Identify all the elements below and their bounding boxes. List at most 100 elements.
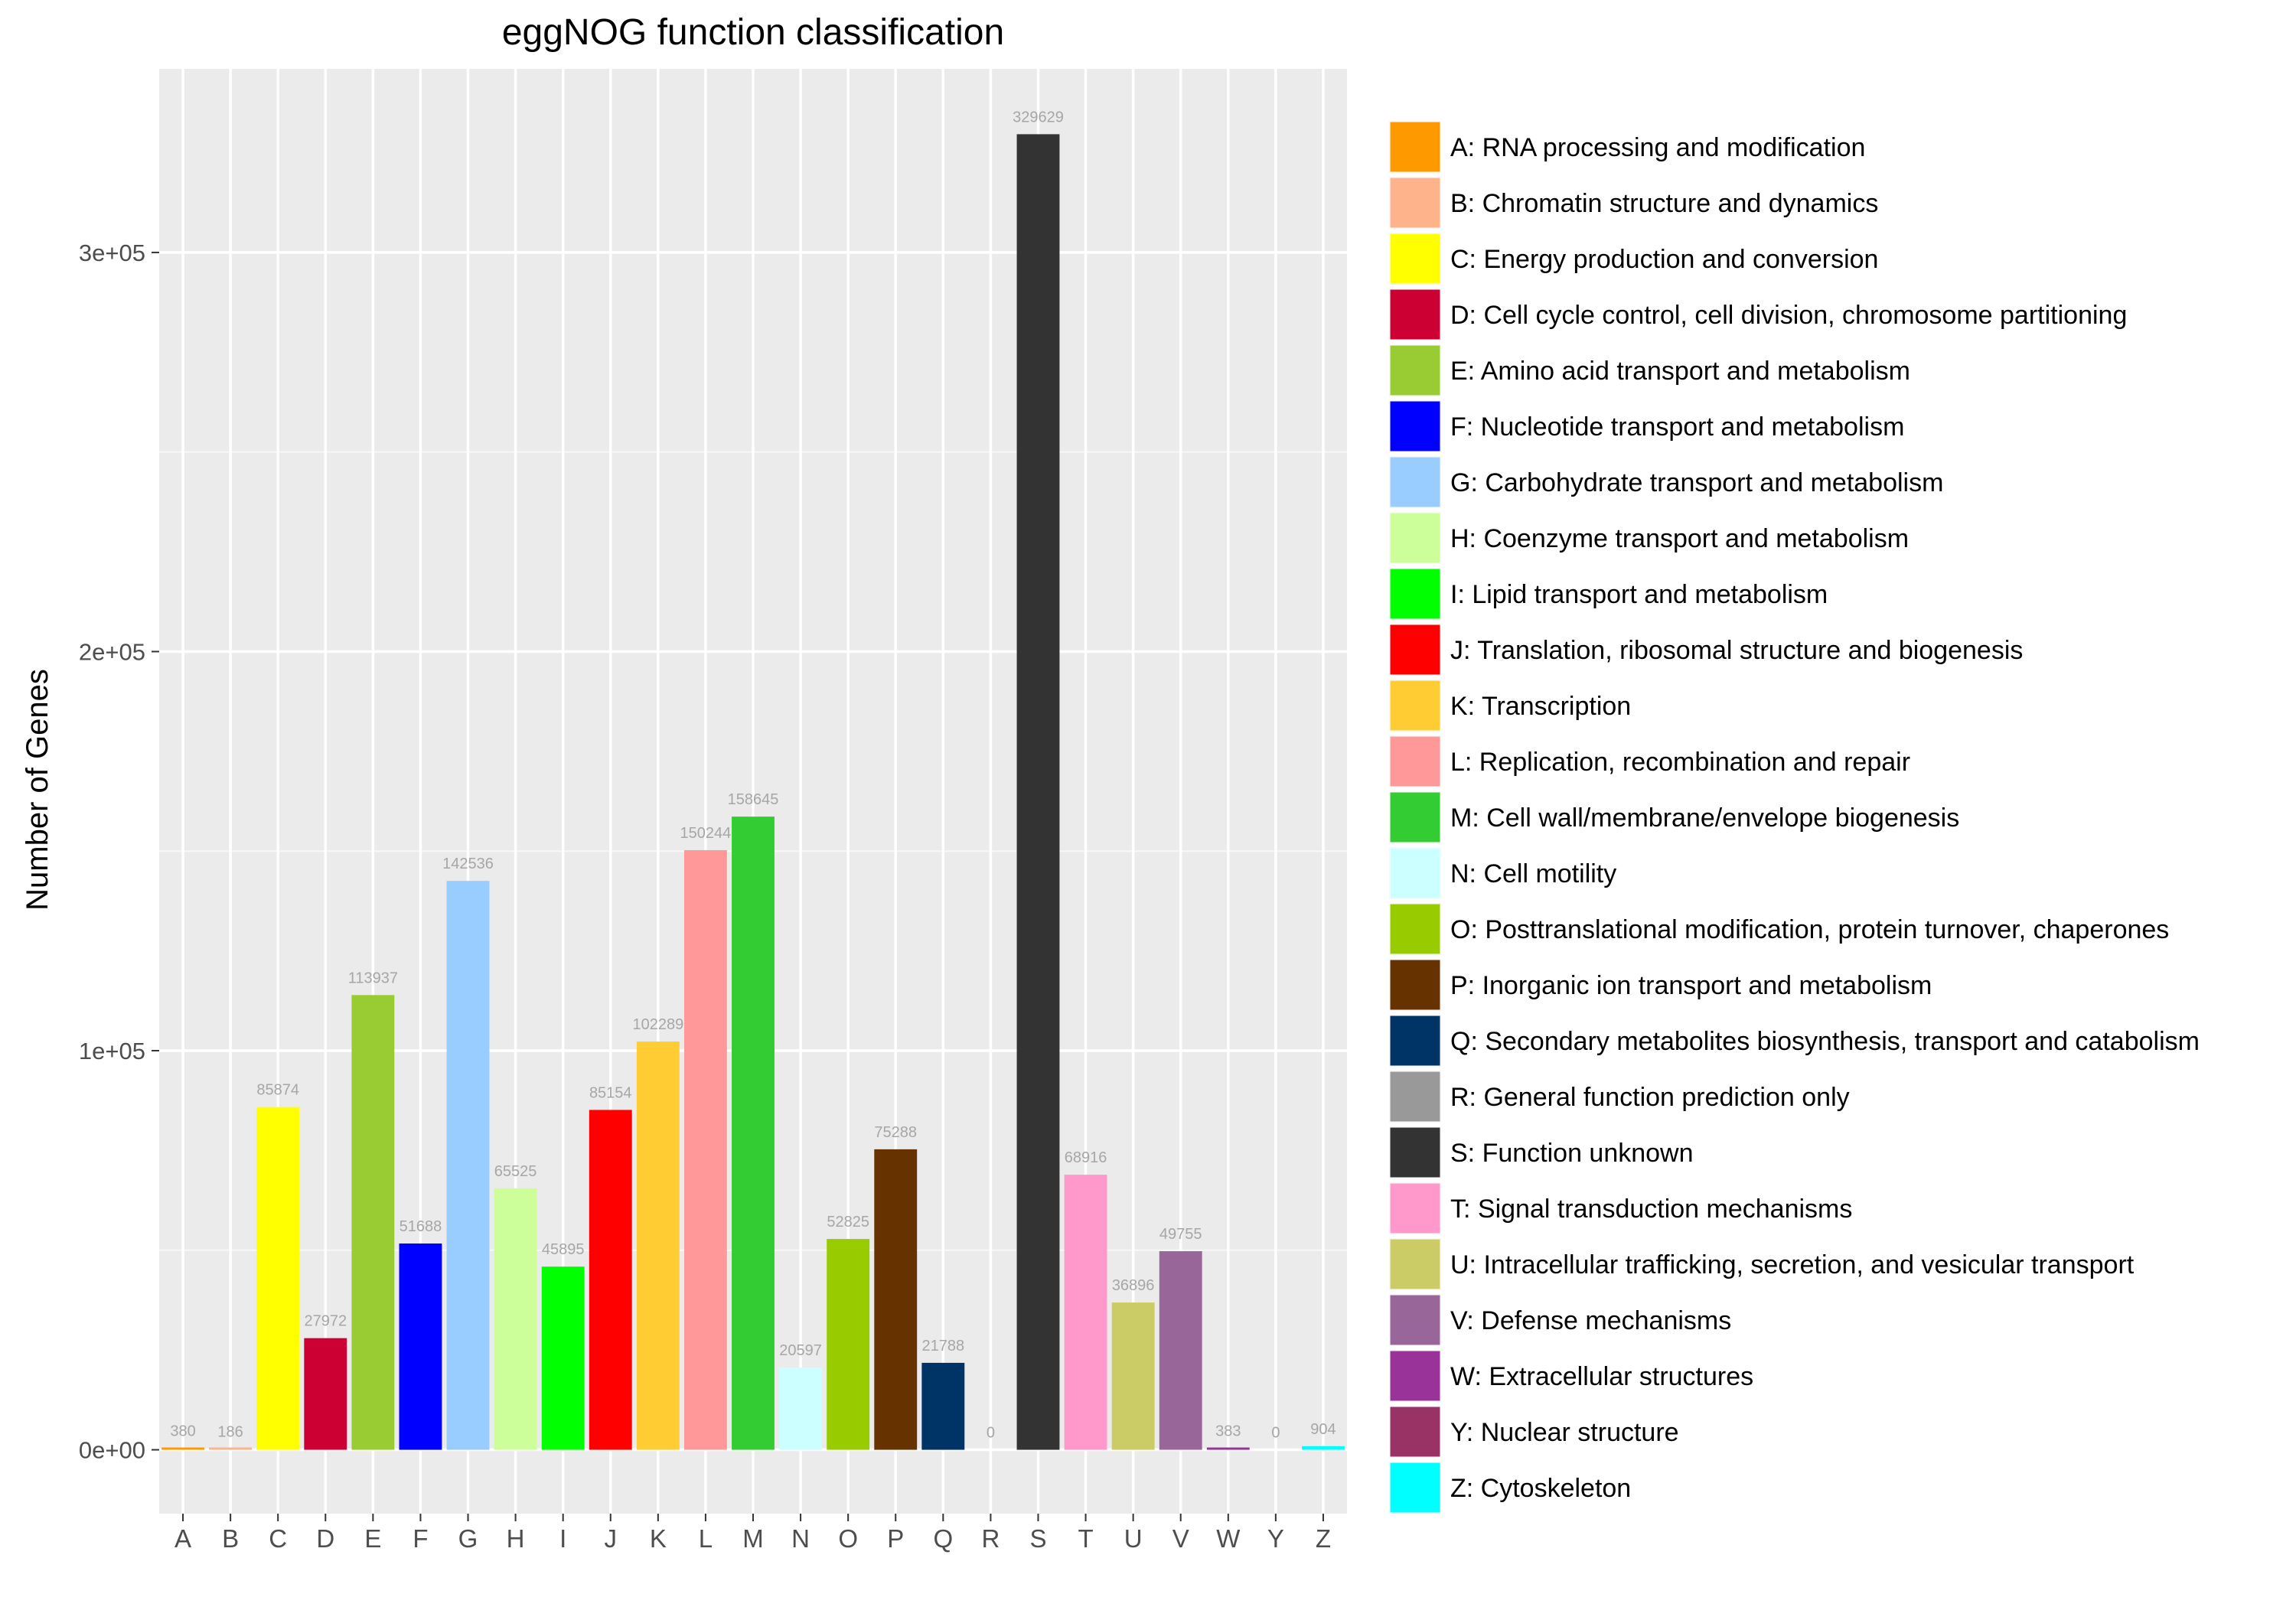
data-label-Y: 0 (1271, 1425, 1280, 1442)
legend-label-F: F: Nucleotide transport and metabolism (1450, 412, 1904, 442)
x-tick-label-N: N (791, 1524, 810, 1553)
bar-E (351, 995, 395, 1450)
legend-swatch-Z (1389, 1462, 1441, 1514)
x-tick-label-B: B (222, 1524, 239, 1553)
x-tick-label-G: G (458, 1524, 478, 1553)
y-tick-label: 3e+05 (79, 240, 145, 266)
legend-swatch-I (1389, 568, 1441, 620)
x-tick-label-U: U (1124, 1524, 1143, 1553)
bar-P (874, 1149, 918, 1450)
x-tick-label-H: H (507, 1524, 525, 1553)
legend-label-V: V: Defense mechanisms (1450, 1306, 1731, 1335)
data-label-L: 150244 (680, 825, 732, 842)
bar-F (399, 1243, 442, 1450)
legend-swatch-J (1389, 624, 1441, 676)
legend-label-E: E: Amino acid transport and metabolism (1450, 357, 1910, 386)
legend-swatch-E (1389, 344, 1441, 396)
x-tick-label-C: C (269, 1524, 287, 1553)
bar-D (304, 1338, 347, 1450)
data-label-T: 68916 (1065, 1149, 1107, 1166)
legend-swatch-Y (1389, 1406, 1441, 1458)
legend-swatch-Q (1389, 1015, 1441, 1067)
legend-label-L: L: Replication, recombination and repair (1450, 748, 1910, 777)
bar-G (446, 881, 490, 1450)
legend-label-C: C: Energy production and conversion (1450, 245, 1878, 274)
legend-swatch-D (1389, 288, 1441, 341)
data-label-K: 102289 (632, 1016, 683, 1033)
legend-label-U: U: Intracellular trafficking, secretion,… (1450, 1250, 2135, 1279)
data-label-S: 329629 (1013, 109, 1064, 125)
data-labels: 380 186 85874 27972 113937 51688 142536 65525 45… (170, 109, 1336, 1441)
data-label-R: 0 (987, 1425, 995, 1442)
legend-label-Z: Z: Cytoskeleton (1450, 1474, 1631, 1503)
legend-swatch-F (1389, 400, 1441, 452)
legend-swatch-W (1389, 1350, 1441, 1402)
data-label-M: 158645 (728, 791, 779, 808)
legend-swatch-H (1389, 512, 1441, 564)
bar-H (494, 1188, 537, 1450)
legend-swatch-N (1389, 847, 1441, 899)
x-tick-label-I: I (559, 1524, 566, 1553)
y-axis-label: Number of Genes (21, 669, 54, 911)
data-label-J: 85154 (589, 1084, 632, 1101)
legend-label-Y: Y: Nuclear structure (1450, 1418, 1679, 1447)
bar-C (256, 1107, 300, 1450)
legend-label-G: G: Carbohydrate transport and metabolism (1450, 468, 1943, 497)
x-tick-label-J: J (605, 1524, 618, 1553)
legend-label-M: M: Cell wall/membrane/envelope biogenesi… (1450, 804, 1959, 833)
data-label-F: 51688 (400, 1218, 442, 1235)
data-label-D: 27972 (304, 1313, 347, 1330)
x-tick-label-K: K (650, 1524, 667, 1553)
legend-swatch-B (1389, 177, 1441, 229)
data-label-U: 36896 (1112, 1277, 1155, 1294)
bar-B (209, 1447, 253, 1450)
y-tick-label: 1e+05 (79, 1038, 145, 1064)
bar-T (1064, 1175, 1107, 1450)
bar-J (589, 1110, 632, 1450)
data-label-G: 142536 (442, 856, 494, 872)
x-tick-label-Y: Y (1267, 1524, 1284, 1553)
legend-label-P: P: Inorganic ion transport and metabolis… (1450, 971, 1932, 1000)
legend-swatch-L (1389, 735, 1441, 787)
legend-swatch-T (1389, 1182, 1441, 1234)
y-tick-label: 2e+05 (79, 638, 145, 665)
legend-label-N: N: Cell motility (1450, 859, 1616, 888)
legend-label-R: R: General function prediction only (1450, 1083, 1850, 1112)
bar-M (732, 817, 775, 1450)
data-label-O: 52825 (827, 1214, 869, 1231)
data-label-V: 49755 (1159, 1226, 1202, 1243)
x-tick-label-R: R (981, 1524, 1000, 1553)
data-label-A: 380 (170, 1423, 195, 1440)
legend-label-T: T: Signal transduction mechanisms (1450, 1195, 1852, 1224)
y-tick-label: 0e+00 (79, 1437, 145, 1464)
bar-V (1159, 1251, 1202, 1450)
bar-A (161, 1447, 204, 1450)
legend-swatch-U (1389, 1238, 1441, 1290)
data-label-Z: 904 (1310, 1421, 1336, 1438)
legend-swatch-O (1389, 903, 1441, 955)
bar-L (683, 849, 727, 1450)
x-tick-label-P: P (887, 1524, 904, 1553)
legend-swatch-V (1389, 1294, 1441, 1346)
legend-swatch-R (1389, 1071, 1441, 1123)
legend-swatch-G (1389, 456, 1441, 508)
legend-label-Q: Q: Secondary metabolites biosynthesis, t… (1450, 1027, 2200, 1056)
bar-W (1206, 1447, 1250, 1450)
legend-label-S: S: Function unknown (1450, 1139, 1694, 1168)
x-tick-label-A: A (174, 1524, 191, 1553)
bar-Z (1302, 1446, 1345, 1450)
legend-label-B: B: Chromatin structure and dynamics (1450, 189, 1878, 218)
legend-label-I: I: Lipid transport and metabolism (1450, 580, 1828, 609)
y-axis: 0e+00 1e+05 2e+05 3e+05 (79, 240, 159, 1464)
data-label-N: 20597 (779, 1342, 822, 1359)
legend-label-J: J: Translation, ribosomal structure and … (1450, 636, 2023, 665)
bar-N (779, 1367, 823, 1450)
x-tick-label-S: S (1029, 1524, 1046, 1553)
data-label-H: 65525 (494, 1163, 537, 1180)
legend-label-D: D: Cell cycle control, cell division, ch… (1450, 301, 2127, 330)
x-tick-label-E: E (364, 1524, 381, 1553)
legend-label-A: A: RNA processing and modification (1450, 133, 1865, 162)
legend-swatch-A (1389, 121, 1441, 173)
data-label-E: 113937 (348, 970, 398, 986)
bar-Q (921, 1362, 965, 1450)
